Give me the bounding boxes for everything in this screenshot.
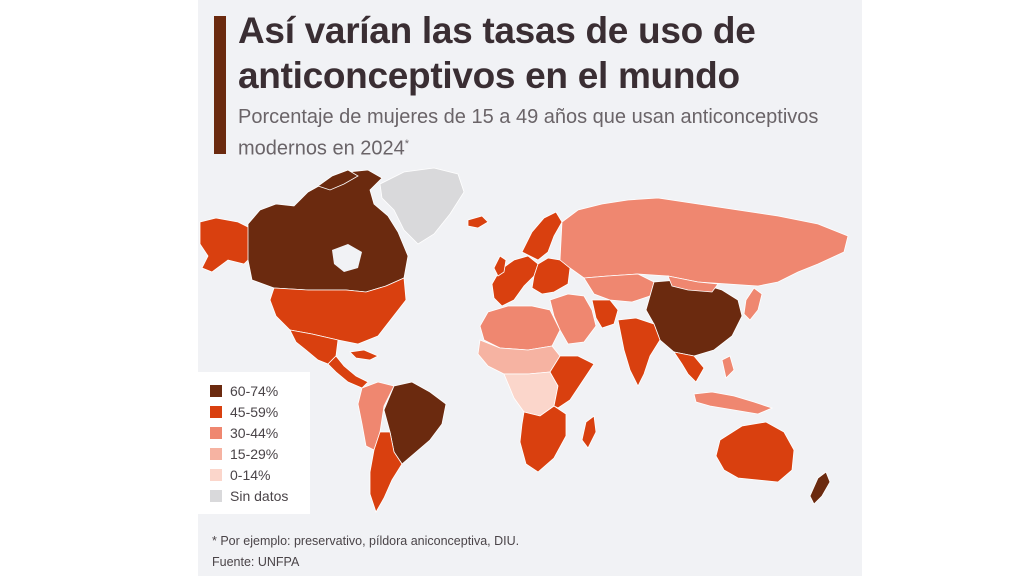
region-philippines — [721, 355, 735, 379]
footnote: * Por ejemplo: preservativo, píldora ani… — [212, 534, 520, 548]
region-australia — [715, 421, 795, 483]
subtitle-text: Porcentaje de mujeres de 15 a 49 años qu… — [238, 106, 819, 160]
region-eastern-europe — [531, 257, 571, 295]
legend-label: Sin datos — [230, 488, 289, 504]
legend-item: 15-29% — [210, 445, 278, 463]
legend-swatch — [210, 385, 222, 397]
legend-item: 60-74% — [210, 382, 278, 400]
region-central-asia — [583, 273, 655, 303]
region-indonesia — [693, 391, 774, 415]
legend-swatch — [210, 490, 222, 502]
region-new-zealand — [809, 471, 831, 505]
region-scandinavia — [521, 211, 563, 261]
chart-title: Así varían las tasas de uso de anticonce… — [238, 10, 756, 96]
region-southern-cone — [369, 431, 403, 513]
region-north-africa — [479, 305, 561, 351]
region-caribbean — [349, 349, 379, 361]
region-united-states — [269, 277, 407, 345]
region-middle-east — [549, 293, 597, 345]
region-east-africa — [549, 355, 595, 409]
map-legend: 60-74% 45-59% 30-44% 15-29% 0-14% Sin da… — [198, 372, 310, 514]
world-choropleth-map — [199, 167, 849, 513]
legend-swatch — [210, 448, 222, 460]
region-greenland — [379, 167, 465, 245]
legend-item: 45-59% — [210, 403, 278, 421]
legend-label: 15-29% — [230, 446, 279, 462]
region-brazil — [383, 381, 447, 465]
legend-label: 60-74% — [230, 383, 279, 399]
region-central-america — [327, 355, 369, 389]
infographic-card: Así varían las tasas de uso de anticonce… — [198, 0, 862, 576]
legend-item: 30-44% — [210, 424, 278, 442]
source-credit: Fuente: UNFPA — [212, 555, 300, 569]
legend-label: 0-14% — [230, 467, 271, 483]
subtitle-footnote-mark: * — [404, 138, 410, 150]
region-china — [645, 279, 743, 357]
legend-swatch — [210, 427, 222, 439]
region-united-kingdom — [493, 255, 507, 277]
legend-label: 45-59% — [230, 404, 279, 420]
region-iran — [591, 299, 619, 329]
region-southeast-asia — [673, 351, 705, 383]
region-iceland — [467, 215, 489, 229]
region-japan — [743, 287, 763, 321]
legend-item: 0-14% — [210, 466, 270, 484]
region-russia — [559, 197, 849, 287]
legend-swatch — [210, 469, 222, 481]
chart-subtitle: Porcentaje de mujeres de 15 a 49 años qu… — [238, 104, 838, 163]
region-southern-africa — [519, 405, 567, 473]
title-accent-bar — [214, 16, 226, 154]
region-india — [617, 317, 661, 387]
region-alaska — [199, 217, 253, 273]
legend-item: Sin datos — [210, 487, 288, 505]
region-madagascar — [581, 415, 597, 449]
hudson-bay — [332, 244, 362, 272]
region-canada-arctic — [317, 169, 359, 191]
legend-label: 30-44% — [230, 425, 279, 441]
region-mongolia — [667, 275, 719, 293]
legend-swatch — [210, 406, 222, 418]
